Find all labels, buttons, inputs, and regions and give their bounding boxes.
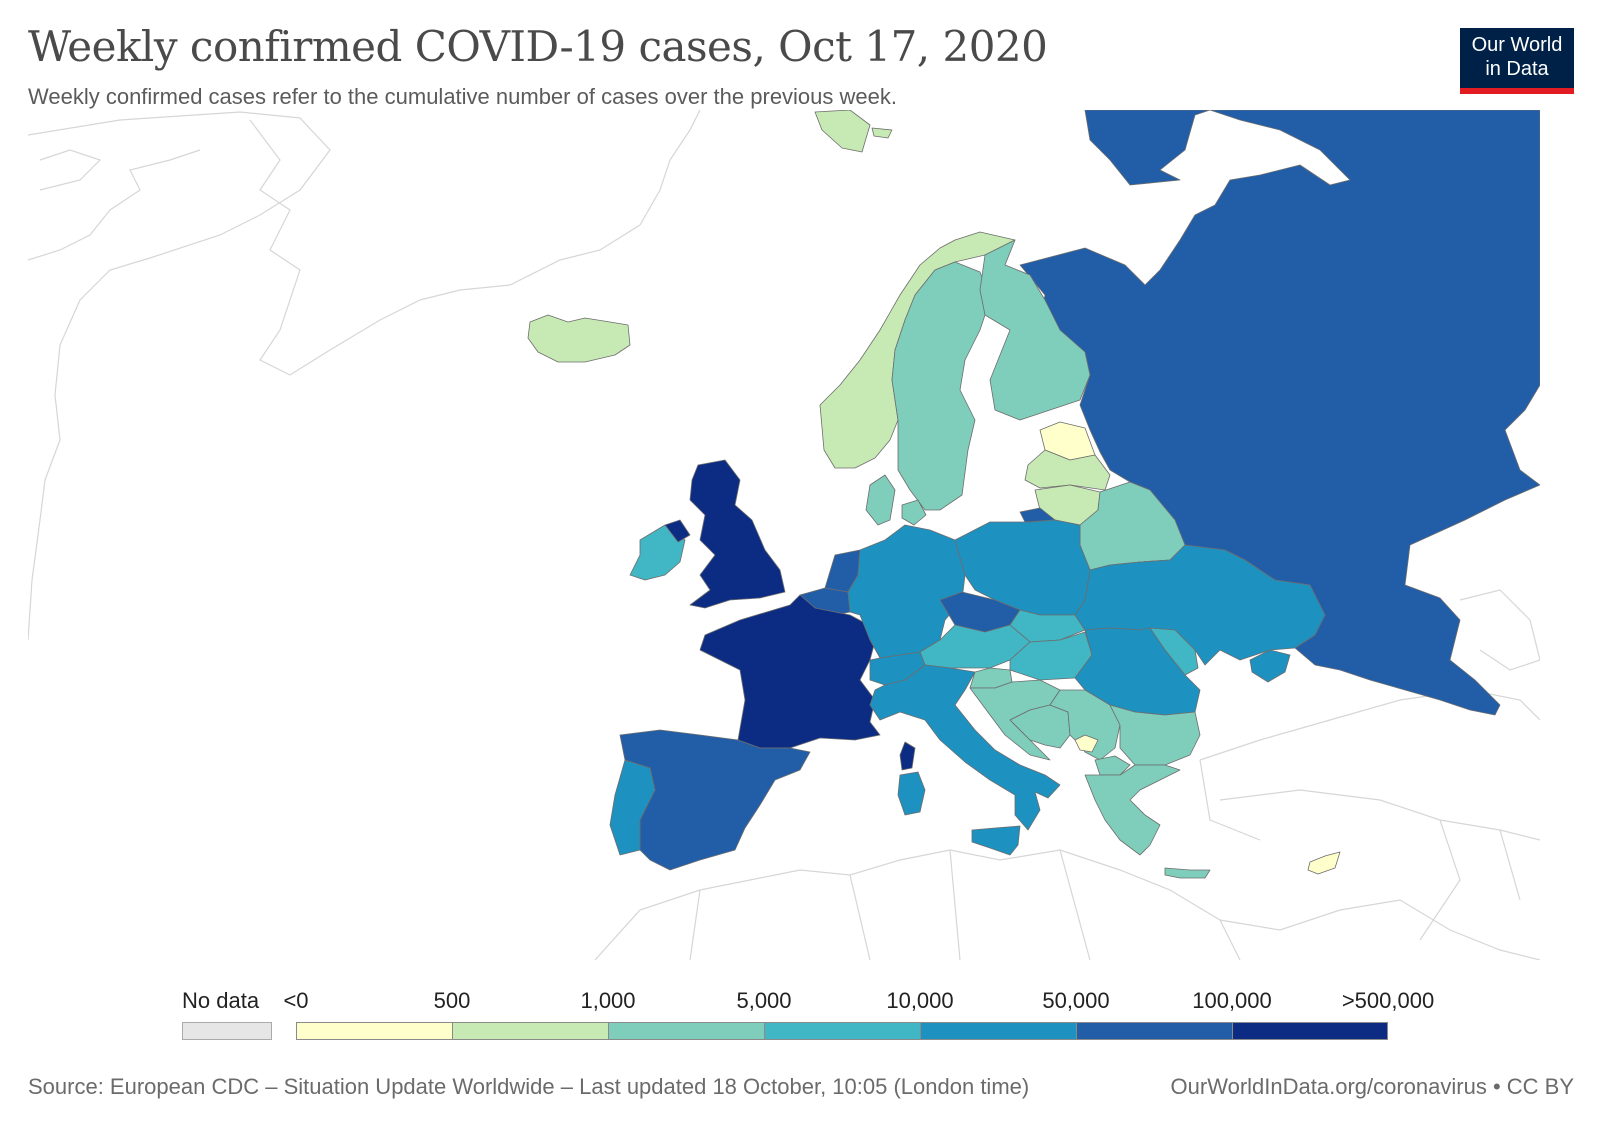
country-norway [819, 231, 1016, 469]
country-svalbard [814, 110, 893, 153]
country-bulgaria [1109, 704, 1201, 766]
country-denmark [865, 474, 896, 526]
country-serbia [1049, 689, 1121, 761]
legend-tick-label: <0 [283, 988, 309, 1013]
legend-bin-2[interactable] [608, 1022, 764, 1040]
legend-no-data-label: No data [182, 988, 260, 1013]
country-corsica [899, 741, 916, 771]
turkey-middle-east [1199, 689, 1540, 941]
countries [527, 110, 1540, 879]
canada-islands [28, 149, 201, 261]
country-greece [1084, 764, 1181, 856]
legend-tick-label: >500,000 [1341, 988, 1435, 1013]
owid-logo[interactable]: Our World in Data [1460, 28, 1574, 94]
country-latvia [1024, 449, 1111, 491]
legend-tick-label: 500 [433, 988, 471, 1013]
country-sardinia [897, 771, 926, 816]
greenland-outline [28, 111, 331, 641]
country-italy [869, 664, 1061, 831]
country-iceland [527, 314, 631, 363]
legend-bin-4[interactable] [920, 1022, 1076, 1040]
logo-line-1: Our World [1471, 34, 1563, 56]
legend-no-data-swatch[interactable] [182, 1022, 272, 1040]
credit-link[interactable]: OurWorldInData.org/coronavirus • CC BY [1170, 1074, 1574, 1099]
africa-coast [594, 849, 1540, 960]
chart-subtitle: Weekly confirmed cases refer to the cumu… [28, 84, 897, 109]
country-northern-ireland [664, 519, 691, 543]
logo-accent-bar [1460, 88, 1574, 94]
country-finland [979, 239, 1091, 421]
country-france [699, 594, 881, 749]
legend-tick-label: 10,000 [886, 988, 954, 1013]
chart-title: Weekly confirmed COVID-19 cases, Oct 17,… [28, 22, 1048, 71]
legend-bin-1[interactable] [452, 1022, 608, 1040]
country-crete [1164, 867, 1211, 879]
country-united-kingdom [689, 459, 786, 609]
legend-tick-label: 100,000 [1192, 988, 1272, 1013]
legend-bin-0[interactable] [296, 1022, 452, 1040]
country-portugal [609, 759, 656, 856]
country-sicily [971, 825, 1021, 856]
country-cyprus [1307, 851, 1341, 875]
legend-tick-label: 50,000 [1042, 988, 1110, 1013]
europe-map[interactable] [28, 110, 1540, 960]
legend-bin-3[interactable] [764, 1022, 920, 1040]
legend-bin-6[interactable] [1232, 1022, 1388, 1040]
country-montenegro [1074, 734, 1099, 753]
legend-color-scale[interactable] [296, 1022, 1388, 1040]
greenland-coast-2 [249, 110, 701, 376]
country-north-macedonia [1094, 755, 1131, 776]
country-crimea [1249, 649, 1291, 683]
legend-bin-5[interactable] [1076, 1022, 1232, 1040]
legend-tick-label: 1,000 [580, 988, 636, 1013]
caucasus [1459, 589, 1540, 671]
legend-tick-label: 5,000 [736, 988, 792, 1013]
background-land-outlines [28, 110, 1540, 960]
country-zealand [901, 499, 927, 526]
africa-borders [689, 849, 1241, 960]
source-note: Source: European CDC – Situation Update … [28, 1074, 1030, 1099]
logo-line-2: in Data [1485, 58, 1549, 80]
